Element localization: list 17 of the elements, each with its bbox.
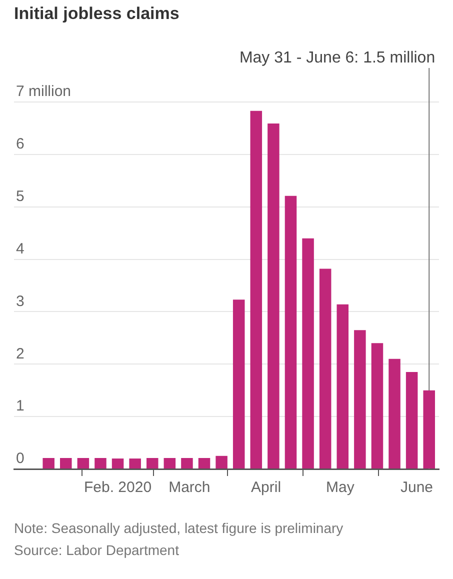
chart-title: Initial jobless claims — [14, 4, 180, 24]
y-tick-label: 6 — [16, 136, 24, 153]
x-tick-label: Feb. 2020 — [84, 479, 152, 496]
y-tick-label: 1 — [16, 398, 24, 415]
y-tick-label: 5 — [16, 188, 24, 205]
x-tick-label: March — [168, 479, 210, 496]
source-note: Source: Labor Department — [14, 542, 179, 558]
x-tick-label: June — [400, 479, 434, 496]
y-tick-label: 3 — [16, 292, 24, 310]
y-tick-label: 2 — [16, 345, 24, 362]
text: Note: Seasonally adjusted, latest figure is preliminary — [14, 520, 344, 536]
x-tick-label: April — [251, 479, 282, 496]
y-tick-label: 7 million — [16, 83, 72, 100]
y-tick-label: 0 — [16, 450, 24, 468]
x-tick-label: May — [326, 479, 355, 496]
ref-line-label: May 31 - June 6: 1.5 million — [239, 49, 436, 66]
y-tick-label: 4 — [16, 240, 24, 258]
